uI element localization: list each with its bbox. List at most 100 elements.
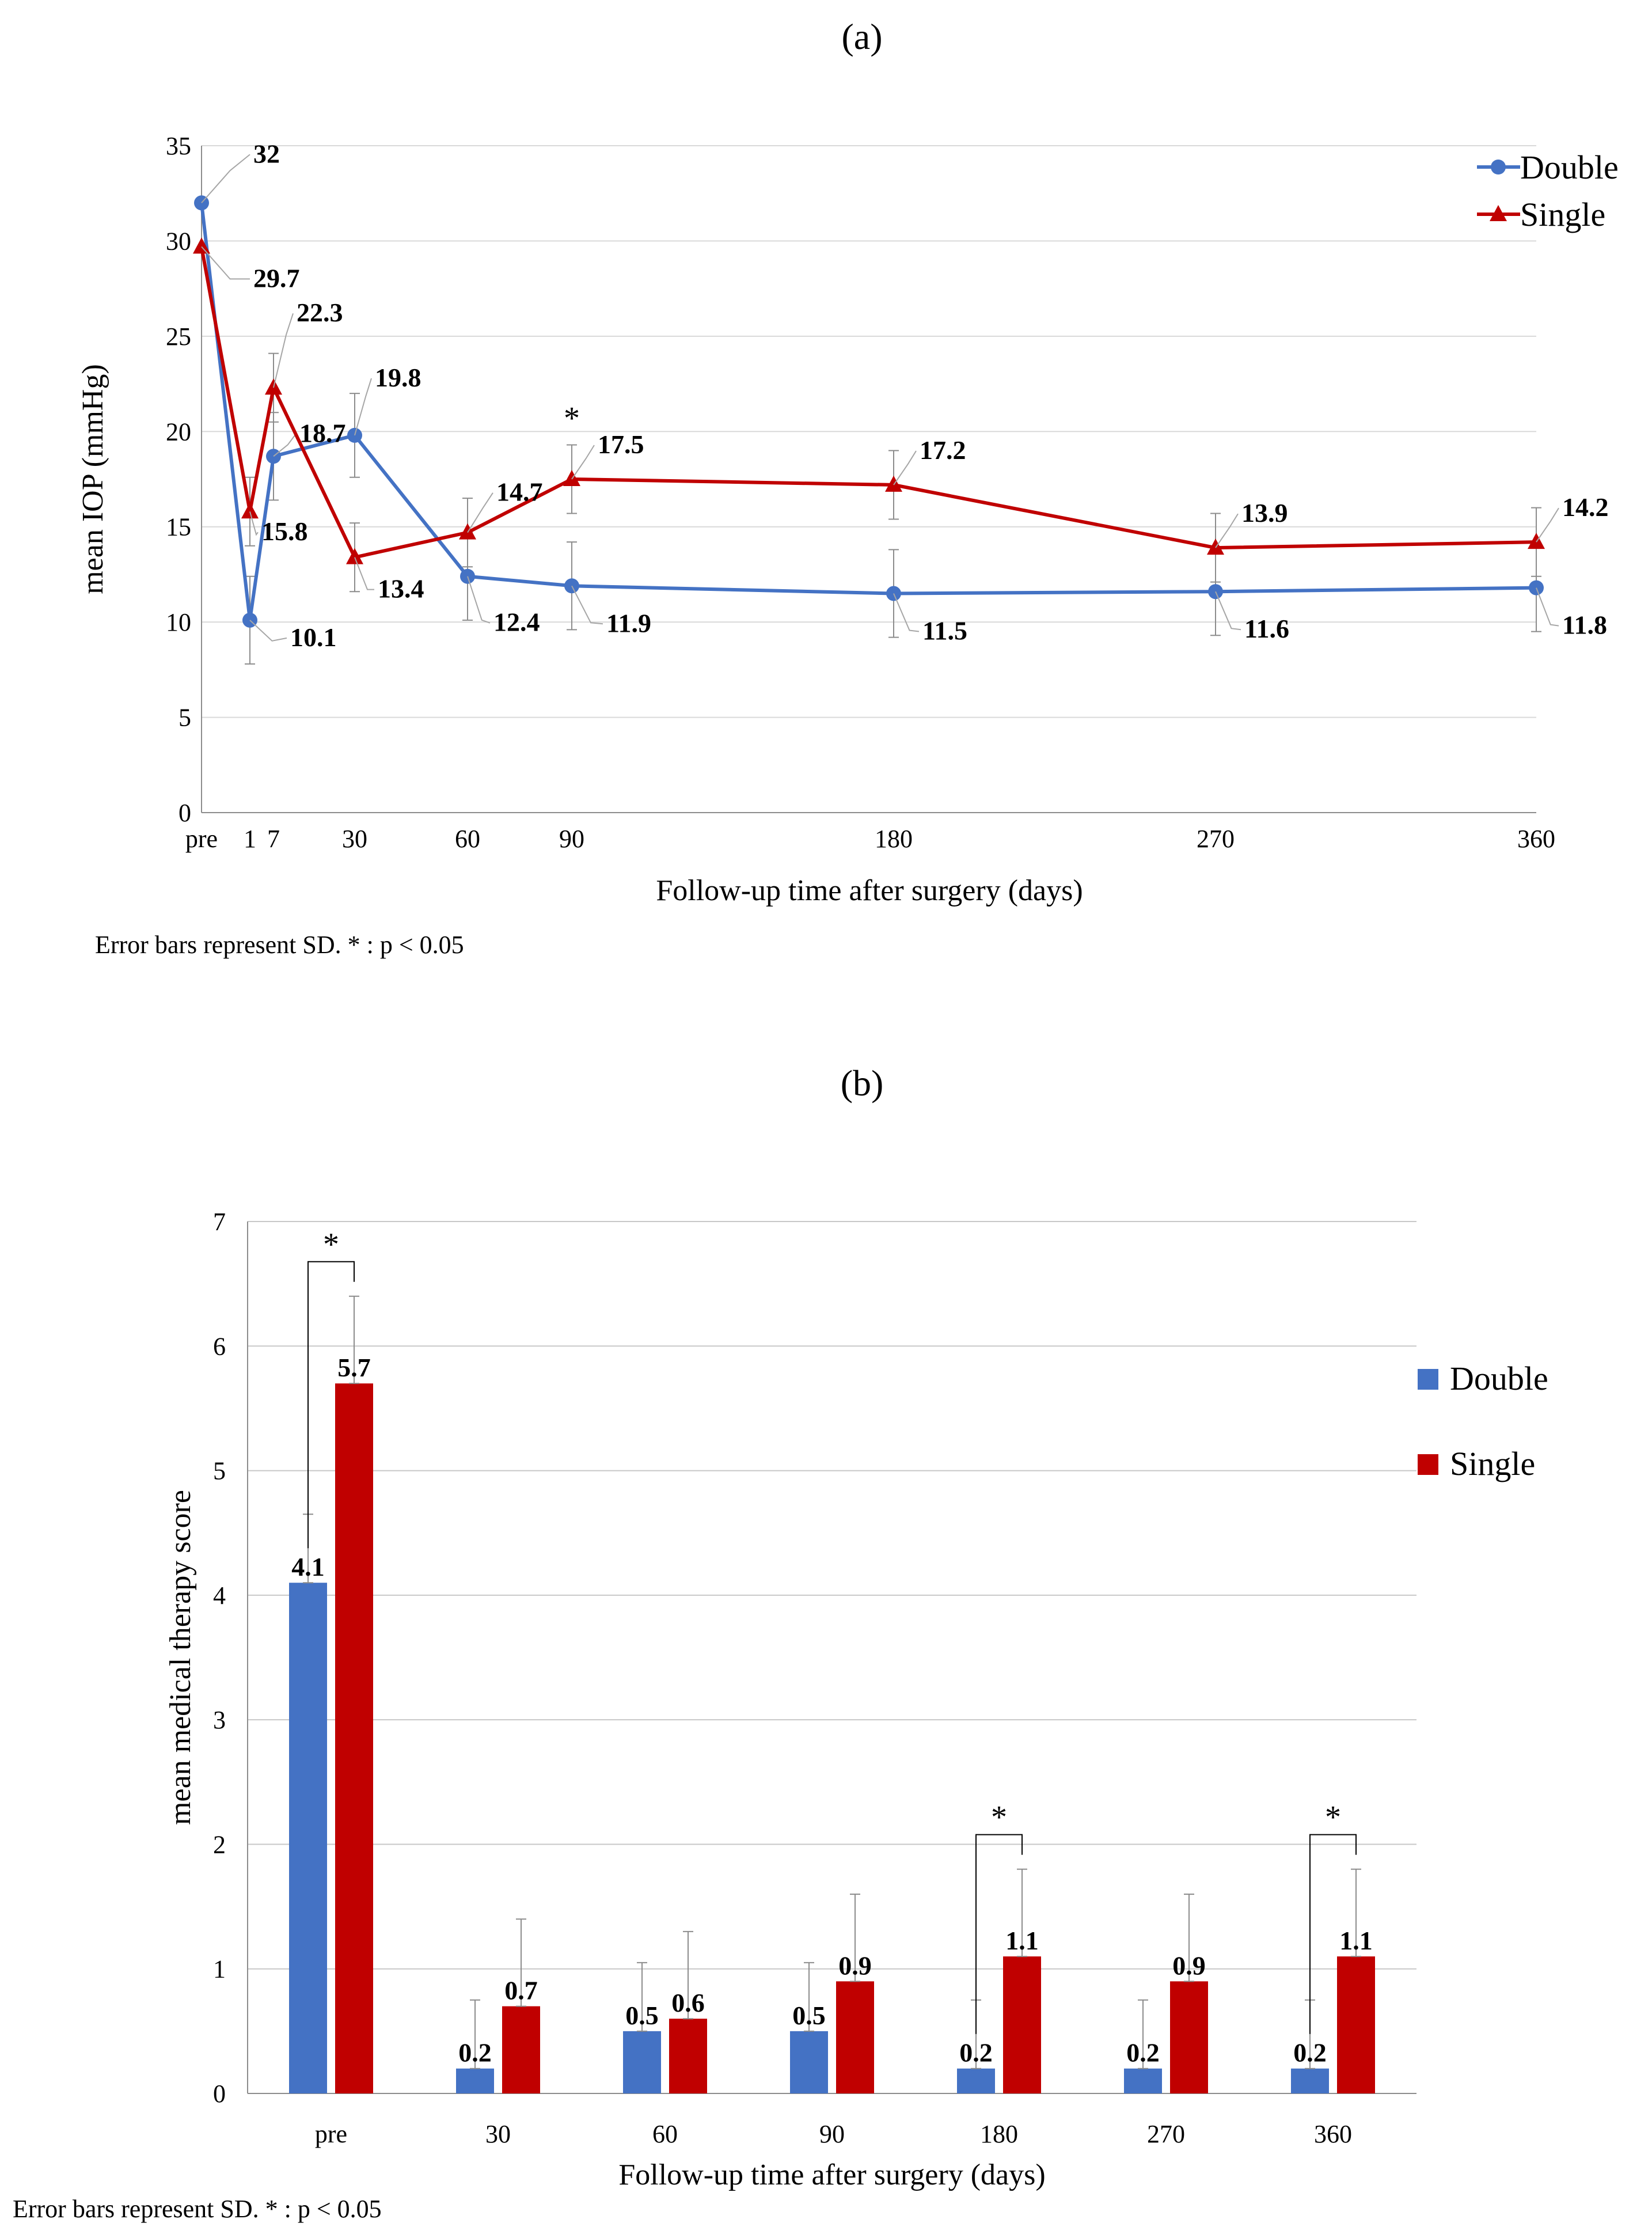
b-data-label-single: 5.7: [337, 1353, 371, 1382]
b-error-bar: [850, 1893, 860, 1982]
a-data-label-leader: [893, 593, 920, 632]
a-data-label-single: 13.9: [1241, 498, 1288, 528]
b-error-bar: [1351, 1868, 1361, 1958]
b-legend-swatch-single: [1418, 1454, 1438, 1475]
a-x-tick-label: 90: [559, 825, 584, 853]
a-data-label-double: 11.8: [1562, 610, 1607, 640]
b-significance-marker: *: [991, 1800, 1007, 1835]
b-bar-double: [957, 2068, 995, 2093]
b-data-label-double: 0.5: [625, 2001, 659, 2030]
a-x-tick-label: 180: [875, 825, 913, 853]
a-y-tick-label: 15: [166, 513, 191, 541]
a-data-label-leader: [354, 378, 372, 436]
b-data-label-double: 0.2: [1293, 2038, 1327, 2068]
b-data-label-double: 0.2: [1126, 2038, 1160, 2068]
a-data-label-leader: [1536, 587, 1559, 627]
b-error-bar: [1138, 1999, 1148, 2069]
b-error-bar: [1184, 1893, 1194, 1982]
a-data-label-double: 11.9: [606, 608, 651, 638]
a-legend-label-single: Single: [1520, 196, 1605, 233]
a-x-tick-label: 360: [1517, 825, 1555, 853]
a-data-label-leader: [1536, 507, 1559, 543]
a-data-label-leader: [1215, 591, 1241, 631]
a-y-tick-label: 30: [166, 227, 191, 255]
b-x-tick-label: 180: [980, 2120, 1018, 2148]
a-y-tick-label: 25: [166, 323, 191, 351]
a-series-line-double: [200, 202, 1537, 621]
a-data-label-single: 14.2: [1562, 492, 1609, 522]
b-legend-label-single: Single: [1450, 1445, 1535, 1482]
a-x-tick-label: pre: [185, 825, 218, 853]
b-x-tick-label: 360: [1314, 2120, 1352, 2148]
b-bar-single: [1337, 1956, 1375, 2093]
a-data-label-single: 15.8: [261, 517, 308, 546]
a-x-tick-label: 270: [1197, 825, 1235, 853]
a-x-tick-label: 1: [244, 825, 256, 853]
a-data-label-leader: [893, 450, 917, 485]
b-data-label-single: 1.1: [1339, 1926, 1373, 1955]
a-footnote: Error bars represent SD. * : p < 0.05: [95, 931, 464, 959]
a-data-label-leader: [467, 576, 491, 624]
b-bar-single: [1170, 1981, 1208, 2093]
b-significance-marker: *: [1325, 1800, 1341, 1835]
a-data-label-leader: [1215, 513, 1239, 548]
b-bar-double: [1124, 2068, 1162, 2093]
a-data-label-single: 17.5: [598, 430, 644, 459]
a-marker-single: [1528, 533, 1545, 549]
b-error-bar: [1017, 1868, 1027, 1958]
a-data-label-double: 10.1: [290, 623, 337, 652]
a-data-label-leader: [249, 511, 259, 536]
b-x-tick-label: pre: [315, 2120, 347, 2148]
b-legend-label-double: Double: [1450, 1360, 1548, 1397]
a-data-label-leader: [273, 433, 297, 457]
a-data-label-leader: [354, 557, 374, 590]
b-y-tick-label: 7: [213, 1208, 226, 1236]
b-bar-double: [623, 2031, 661, 2093]
a-data-label-double: 32: [253, 139, 280, 168]
b-significance-bracket: [975, 1834, 1023, 2034]
b-error-bar: [349, 1295, 359, 1384]
b-error-bar: [683, 1930, 693, 2020]
a-marker-single: [563, 470, 580, 486]
b-x-axis-title: Follow-up time after surgery (days): [618, 2159, 1045, 2191]
b-y-axis-title: mean medical therapy score: [164, 1490, 197, 1825]
b-significance-bracket-line: [307, 1261, 355, 1549]
panel-a-label: (a): [841, 16, 882, 57]
b-y-tick-label: 2: [213, 1830, 226, 1858]
a-marker-single: [193, 237, 210, 254]
a-x-tick-label: 60: [455, 825, 480, 853]
b-significance-bracket: [307, 1261, 355, 1549]
b-data-label-double: 0.2: [959, 2038, 993, 2068]
b-bar-single: [836, 1981, 874, 2093]
a-data-label-single: 13.4: [378, 574, 424, 604]
a-data-label-single: 14.7: [496, 477, 543, 507]
b-significance-marker: *: [323, 1227, 339, 1262]
b-error-bar: [470, 1999, 480, 2069]
a-y-axis-title: mean IOP (mmHg): [77, 364, 109, 594]
a-y-tick-label: 0: [179, 799, 191, 827]
b-y-tick-label: 5: [213, 1457, 226, 1485]
a-data-label-single: 17.2: [920, 435, 966, 465]
b-significance-bracket-line: [975, 1834, 1023, 2034]
b-data-label-double: 0.5: [792, 2001, 826, 2030]
a-marker-single: [241, 502, 259, 519]
b-bar-single: [669, 2019, 707, 2093]
a-data-label-double: 11.6: [1244, 614, 1289, 643]
b-significance-bracket: [1309, 1834, 1357, 2034]
b-data-label-single: 1.1: [1005, 1926, 1039, 1955]
a-data-label-double: 19.8: [375, 363, 421, 392]
a-data-label-double: 11.5: [922, 616, 967, 646]
b-x-tick-label: 90: [819, 2120, 845, 2148]
b-data-label-double: 0.2: [458, 2038, 492, 2068]
a-data-label-leader: [249, 620, 287, 642]
panel-b-label: (b): [841, 1063, 884, 1103]
a-data-label-leader: [467, 492, 493, 533]
a-legend-marker-single: [1490, 205, 1507, 221]
b-x-tick-label: 60: [652, 2120, 678, 2148]
a-x-axis-title: Follow-up time after surgery (days): [656, 874, 1083, 907]
a-legend-marker-double: [1491, 160, 1506, 175]
a-data-label-leader: [201, 154, 250, 203]
b-error-bar: [804, 1962, 814, 2032]
a-y-tick-label: 5: [179, 704, 191, 732]
a-x-tick-label: 30: [342, 825, 367, 853]
